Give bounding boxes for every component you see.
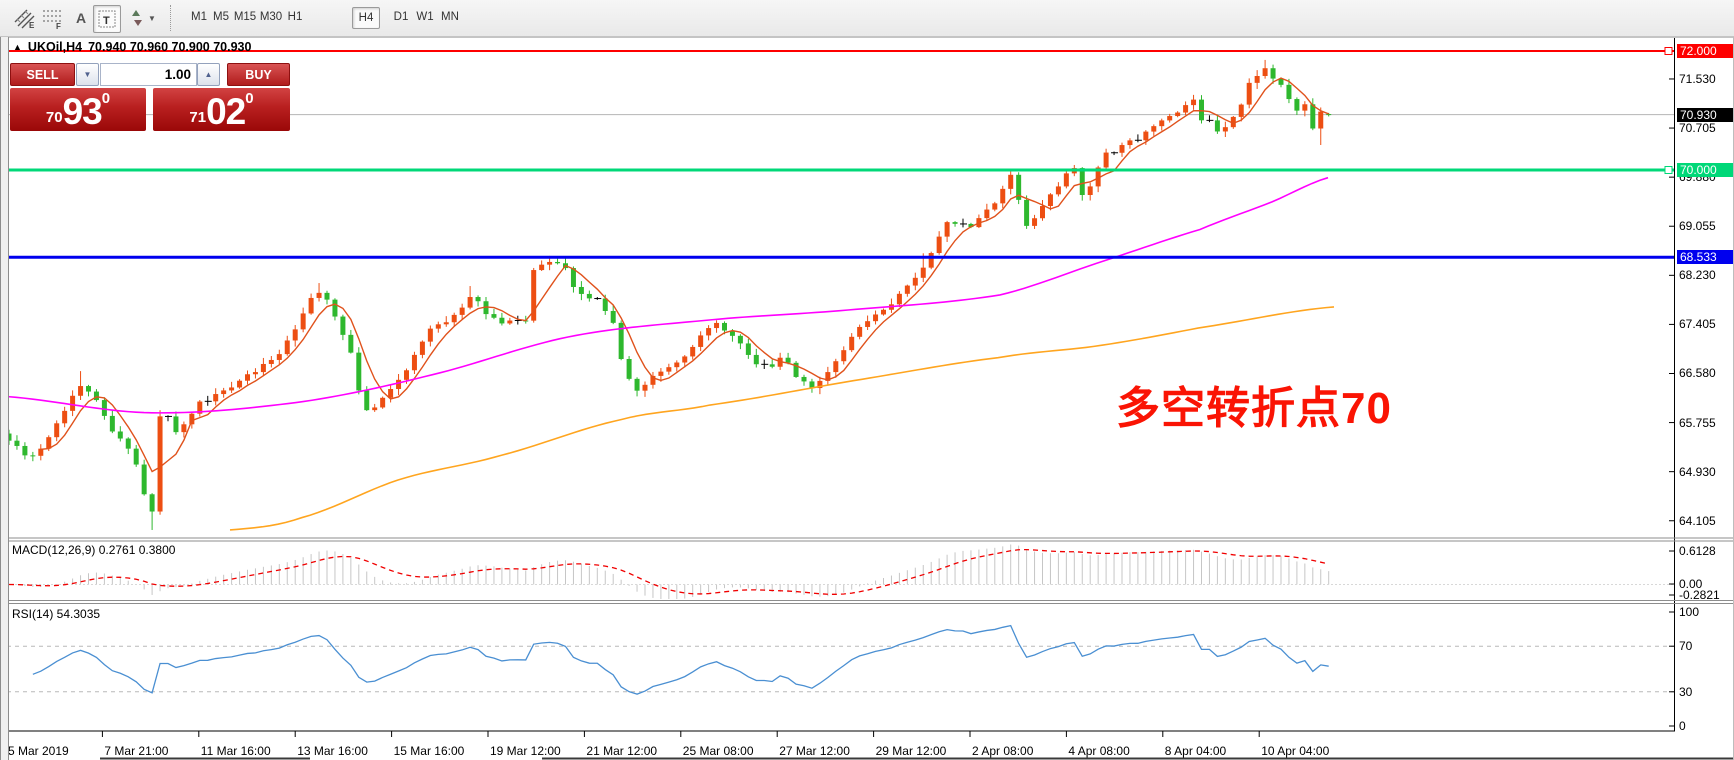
volume-input[interactable] [100, 63, 197, 86]
current-price-label: 70.930 [1677, 107, 1734, 122]
buy-price-sup: 0 [245, 90, 254, 107]
chart-annotation-text[interactable]: 多空转折点70 [1116, 384, 1392, 433]
text-tool-icon[interactable]: A [75, 10, 87, 26]
price-tick-label: 69.055 [1679, 219, 1716, 234]
date-label: 7 Mar 21:00 [104, 744, 169, 758]
fibonacci-icon[interactable]: F [40, 5, 66, 31]
svg-text:E: E [29, 21, 35, 30]
sell-price-big: 93 [62, 91, 103, 132]
price-tick-label: 66.580 [1679, 366, 1716, 381]
timeframe-h1[interactable]: H1 [287, 11, 303, 23]
date-label: 19 Mar 12:00 [490, 744, 561, 758]
date-label: 4 Apr 08:00 [1068, 744, 1130, 758]
timeframe-m30[interactable]: M30 [259, 11, 283, 23]
sell-price-sup: 0 [101, 90, 111, 107]
buy-button[interactable]: BUY [227, 63, 290, 86]
date-label: 29 Mar 12:00 [875, 744, 947, 758]
sell-price-display[interactable]: 70 93 0 [10, 88, 146, 131]
date-label: 8 Apr 04:00 [1164, 744, 1227, 758]
chart-title: ▲ UKOil,H4 70.940 70.960 70.900 70.930 [13, 40, 251, 54]
date-label: 25 Mar 08:00 [682, 744, 754, 758]
date-label: 15 Mar 16:00 [393, 744, 465, 758]
timeframe-m1[interactable]: M1 [191, 11, 207, 23]
level-price-label: 70.000 [1677, 163, 1734, 177]
timeframe-mn[interactable]: MN [441, 11, 459, 23]
rsi-tick-label: 70 [1679, 639, 1693, 654]
equidistant-channel-icon[interactable]: E [12, 5, 38, 31]
date-label: 2 Apr 08:00 [972, 744, 1034, 758]
volume-increase-button[interactable]: ▲ [197, 63, 220, 86]
macd-tick-label: -0.2821 [1679, 588, 1720, 602]
rsi-tick-label: 100 [1679, 605, 1700, 619]
timeframe-h4[interactable]: H4 [352, 7, 380, 29]
macd-tick-label: 0.00 [1679, 577, 1703, 591]
price-tick-label: 64.105 [1679, 513, 1716, 528]
toolbar: E F A T ▼ M1 M5 M15 M30 H1 H4 D1 W1 MN [0, 0, 1734, 37]
buy-price-small: 71 [189, 109, 207, 126]
buy-price-big: 02 [206, 91, 246, 132]
date-label: 10 Apr 04:00 [1261, 744, 1330, 758]
one-click-trading-panel: SELL ▼ ▲ BUY 70 93 0 71 02 0 [10, 63, 290, 131]
sell-button[interactable]: SELL [10, 63, 75, 86]
price-tick-label: 65.755 [1679, 415, 1716, 430]
date-label: 11 Mar 16:00 [200, 744, 271, 758]
price-tick-label: 71.530 [1679, 71, 1716, 86]
buy-price-display[interactable]: 71 02 0 [153, 88, 290, 131]
dropdown-caret-icon[interactable]: ▼ [148, 14, 156, 23]
ohlc-values: 70.940 70.960 70.900 70.930 [88, 40, 252, 54]
macd-label: MACD(12,26,9) 0.2761 0.3800 [12, 543, 176, 557]
price-tick-label: 64.930 [1679, 464, 1716, 479]
date-label: 27 Mar 12:00 [779, 744, 850, 758]
rsi-label: RSI(14) 54.3035 [12, 607, 101, 621]
window-left-frame [0, 36, 9, 760]
svg-text:F: F [56, 22, 61, 30]
timeframe-w1[interactable]: W1 [416, 11, 434, 23]
timeframe-m15[interactable]: M15 [233, 11, 257, 23]
price-tick-label: 67.405 [1679, 317, 1716, 332]
date-label: 13 Mar 16:00 [297, 744, 368, 758]
arrange-arrows-icon[interactable] [124, 5, 150, 31]
price-tick-label: 70.705 [1679, 121, 1716, 136]
level-price-label: 68.533 [1677, 250, 1734, 265]
symbol-triangle-icon: ▲ [13, 42, 22, 52]
svg-text:T: T [103, 15, 110, 27]
timeframe-d1[interactable]: D1 [393, 11, 409, 23]
date-label: 21 Mar 12:00 [586, 744, 658, 758]
price-tick-label: 68.230 [1679, 268, 1716, 283]
macd-tick-label: 0.6128 [1679, 544, 1716, 558]
level-price-label: 72.000 [1677, 44, 1734, 58]
toolbar-separator [170, 5, 171, 31]
rsi-tick-label: 30 [1679, 684, 1693, 699]
text-label-icon[interactable]: T [93, 5, 121, 33]
sell-price-small: 70 [45, 109, 63, 126]
volume-decrease-button[interactable]: ▼ [76, 63, 99, 86]
rsi-tick-label: 0 [1679, 719, 1686, 733]
timeframe-m5[interactable]: M5 [213, 11, 229, 23]
date-label: 5 Mar 2019 [8, 744, 69, 758]
symbol-period: UKOil,H4 [27, 40, 83, 54]
